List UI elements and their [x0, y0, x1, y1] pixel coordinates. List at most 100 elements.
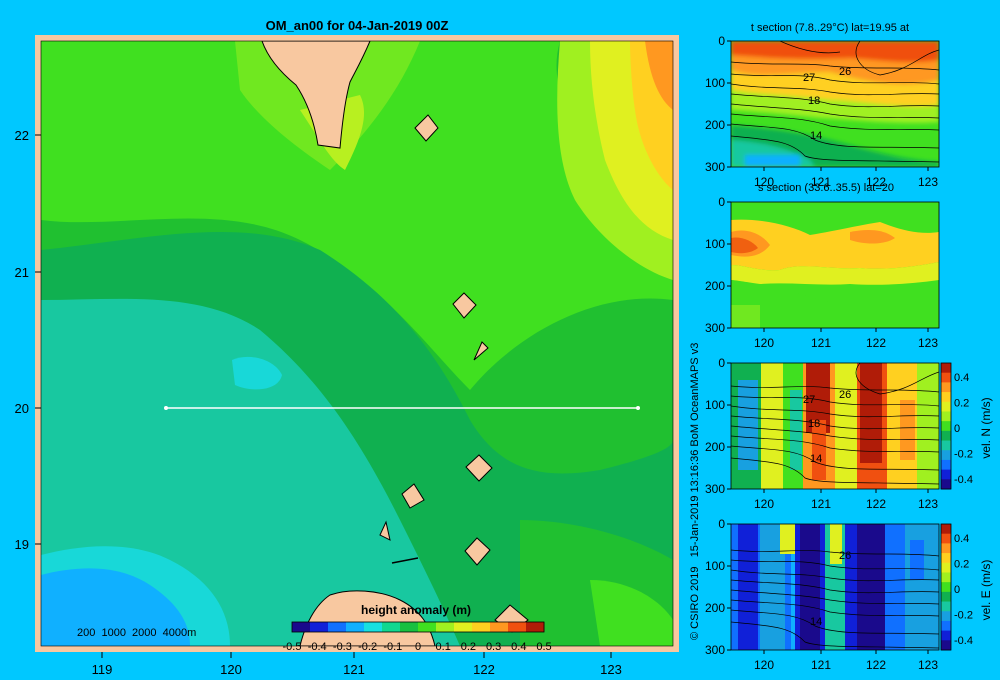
colorbar-swatch	[941, 572, 951, 583]
colorbar-swatch	[292, 622, 311, 632]
colorbar-swatch	[436, 622, 455, 632]
main-map: 22 21 20 19 119 120 121 122 123 200 1000…	[15, 35, 679, 677]
colorbar-swatch	[346, 622, 365, 632]
colorbar-swatch	[941, 440, 951, 451]
colorbar-tick-label: 0.2	[954, 398, 969, 410]
map-x-tick: 120	[220, 662, 242, 677]
panel-x-tick: 121	[811, 336, 831, 350]
colorbar-tick-label: -0.1	[383, 641, 402, 653]
panel-x-tick: 122	[866, 497, 886, 511]
colorbar-swatch	[472, 622, 491, 632]
colorbar-swatch	[328, 622, 347, 632]
colorbar-swatch	[941, 601, 951, 612]
map-x-tick: 123	[600, 662, 622, 677]
land-taiwan	[261, 41, 371, 149]
panel-y-tick: 0	[718, 195, 725, 209]
panel-title: t section (7.8..29°C) lat=19.95 at	[751, 22, 909, 34]
colorbar-swatch	[941, 401, 951, 412]
land-island-6	[464, 537, 491, 566]
colorbar-swatch	[941, 411, 951, 422]
panel-x-tick: 120	[754, 658, 774, 672]
colorbar-tick-label: -0.2	[358, 641, 377, 653]
panel-y-tick: 100	[705, 237, 725, 251]
panel-side-label: vel. N (m/s)	[979, 397, 993, 458]
contour-label: 14	[810, 130, 822, 142]
contour-label: 27	[803, 394, 815, 406]
colorbar-swatch	[941, 630, 951, 641]
map-x-axis: 119 120 121 122 123	[92, 652, 622, 677]
section-line-start	[164, 406, 168, 410]
map-y-axis: 22 21 20 19	[15, 128, 41, 552]
colorbar-tick-label: -0.2	[954, 449, 973, 461]
panel-axes: 0 100 200 300 120 121 122 123 0 100 200 300 120 121 12…	[705, 34, 938, 672]
colorbar-swatch	[508, 622, 527, 632]
colorbar-tick-label: 0.4	[511, 641, 526, 653]
colorbar-tick-label: 0	[415, 641, 421, 653]
colorbar-swatch	[382, 622, 401, 632]
panel-velocity-north: 27 26 18 14 0.4 0.2 0 -0.2 -0.4 vel. N (m/s)	[730, 362, 993, 490]
panel-y-tick: 0	[718, 517, 725, 531]
colorbar-tick-label: 0.3	[486, 641, 501, 653]
colorbar-swatch	[941, 543, 951, 554]
contour-label: 14	[810, 453, 822, 465]
colorbar-tick-label: 0	[954, 423, 960, 435]
colorbar-swatch	[941, 533, 951, 544]
colorbar-swatch	[941, 562, 951, 573]
panel-y-tick: 200	[705, 601, 725, 615]
colorbar-swatch	[941, 479, 951, 490]
land-island-7	[379, 520, 391, 541]
colorbar-swatch	[941, 363, 951, 374]
contour-label: 27	[803, 72, 815, 84]
panel-y-tick: 200	[705, 279, 725, 293]
height-anomaly-colorbar: height anomaly (m) -0.5 -0.4 -0.3 -0.2 -0.1 0…	[283, 603, 552, 653]
colorbar-swatch	[941, 459, 951, 471]
map-x-tick: 121	[343, 662, 365, 677]
map-y-tick: 22	[15, 128, 29, 143]
panel-x-tick: 123	[918, 175, 938, 189]
panel-x-tick: 121	[811, 497, 831, 511]
panel-x-tick: 121	[811, 175, 831, 189]
panel-x-tick: 120	[754, 497, 774, 511]
contour-label: 14	[810, 616, 822, 628]
panel-title: s section (33.6..35.5) lat=20	[758, 182, 894, 194]
land-island-5	[401, 483, 425, 509]
colorbar-swatch	[418, 622, 437, 632]
contour-label: 26	[839, 550, 851, 562]
panel-x-tick: 123	[918, 336, 938, 350]
colorbar-tick-label: 0.2	[461, 641, 476, 653]
colorbar-swatch	[526, 622, 545, 632]
panel-temperature-section: t section (7.8..29°C) lat=19.95 at 27 26…	[730, 22, 940, 168]
credit-text: © CSIRO 2019 15-Jan-2019 13:16:36 BoM Oc…	[689, 343, 701, 640]
velocity-north-colorbar: 0.4 0.2 0 -0.2 -0.4	[940, 362, 973, 490]
panel-side-label: vel. E (m/s)	[979, 560, 993, 621]
panel-y-tick: 300	[705, 321, 725, 335]
colorbar-swatch	[490, 622, 509, 632]
panel-x-tick: 121	[811, 658, 831, 672]
panel-y-tick: 100	[705, 76, 725, 90]
colorbar-tick-label: -0.3	[333, 641, 352, 653]
colorbar-swatch	[941, 469, 951, 480]
colorbar-swatch	[941, 421, 951, 432]
colorbar-tick-label: -0.5	[283, 641, 302, 653]
colorbar-tick-label: -0.2	[954, 610, 973, 622]
colorbar-swatch	[941, 392, 951, 403]
colorbar-swatch	[941, 591, 951, 603]
colorbar-swatch	[454, 622, 473, 632]
contour-label: 26	[839, 389, 851, 401]
panel-x-tick: 122	[866, 175, 886, 189]
map-x-tick: 122	[473, 662, 495, 677]
panel-x-tick: 120	[754, 175, 774, 189]
colorbar-tick-label: -0.4	[308, 641, 327, 653]
land-island-3	[473, 341, 489, 361]
colorbar-swatch	[941, 582, 951, 593]
land-island-2	[452, 292, 477, 319]
velocity-east-colorbar: 0.4 0.2 0 -0.2 -0.4	[940, 523, 973, 651]
land-island-4	[465, 454, 493, 482]
colorbar-ticks: -0.5 -0.4 -0.3 -0.2 -0.1 0 0.1 0.2 0.3 0.4 0.5	[283, 641, 552, 653]
panel-y-tick: 100	[705, 398, 725, 412]
map-y-tick: 20	[15, 401, 29, 416]
panel-y-tick: 100	[705, 559, 725, 573]
map-y-tick: 19	[15, 537, 29, 552]
contour-label: 18	[808, 418, 820, 430]
